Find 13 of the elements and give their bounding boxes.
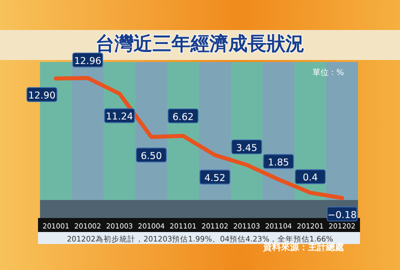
text: 單位：%: [312, 68, 344, 77]
data-label: 12.96: [74, 56, 102, 67]
data-label: −0.18: [328, 210, 357, 221]
data-label: 6.50: [140, 150, 162, 162]
chart-title: 台灣近三年經濟成長狀況: [96, 33, 304, 55]
data-label: 1.85: [268, 157, 290, 168]
data-label: 4.52: [204, 173, 226, 184]
data-label: 12.90: [28, 90, 56, 102]
source-note: 資料來源：主計總處: [262, 242, 344, 253]
data-label: 6.62: [172, 112, 194, 123]
data-label: 0.4: [302, 172, 318, 184]
data-label: 3.45: [236, 142, 258, 154]
data-label: 11.24: [106, 112, 134, 123]
